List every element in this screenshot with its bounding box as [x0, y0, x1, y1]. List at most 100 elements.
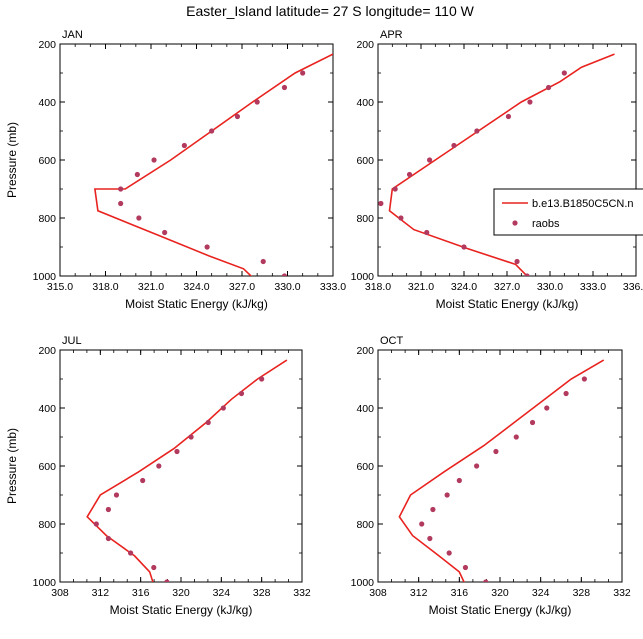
- x-tick-label: 327.0: [229, 281, 255, 293]
- x-tick-label: 316: [451, 587, 469, 599]
- x-tick-label: 332: [293, 587, 311, 599]
- obs-point: [545, 84, 552, 91]
- x-tick-label: 308: [369, 587, 387, 599]
- y-tick-label: 800: [356, 519, 374, 531]
- y-axis-label: Pressure (mb): [5, 428, 19, 504]
- obs-point: [260, 258, 266, 265]
- figure-title: Easter_Island latitude= 27 S longitude= …: [186, 3, 474, 19]
- obs-point: [524, 273, 530, 276]
- obs-point: [493, 448, 499, 455]
- obs-point: [529, 419, 536, 426]
- panel-apr: APR 318.0 321.0 324.0 327.0 330.0 333.0 336.0 20…: [351, 29, 643, 311]
- obs-point: [181, 142, 187, 149]
- panel-title: OCT: [380, 335, 404, 347]
- obs-point: [563, 390, 569, 397]
- obs-point: [513, 434, 519, 440]
- obs-point: [134, 171, 140, 178]
- plot-frame: [59, 349, 303, 583]
- obs-point: [205, 419, 211, 426]
- x-tick-label: 321.0: [408, 281, 434, 293]
- obs-point: [204, 244, 210, 250]
- obs-point: [419, 521, 425, 527]
- data-layer: [93, 53, 333, 276]
- obs-point: [392, 186, 398, 192]
- x-axis-label: Moist Static Energy (kJ/kg): [110, 603, 253, 617]
- y-tick-label: 800: [38, 519, 56, 531]
- legend-obs-swatch: [512, 220, 518, 226]
- panel-title: APR: [380, 29, 403, 41]
- y-tick-label: 1000: [351, 271, 375, 283]
- obs-point: [259, 376, 265, 382]
- y-tick-label: 400: [38, 97, 56, 109]
- model-line: [86, 359, 288, 582]
- obs-point: [174, 448, 180, 455]
- x-tick-label: 330.0: [537, 281, 563, 293]
- x-tick-label: 321.0: [138, 281, 164, 293]
- plot-frame: [59, 43, 334, 277]
- x-tick-label: 312: [92, 587, 110, 599]
- legend-model-label: b.e13.B1850C5CN.n: [532, 198, 634, 210]
- plot-frame: [377, 43, 637, 277]
- obs-point: [544, 405, 550, 411]
- x-tick-label: 324: [532, 587, 550, 599]
- obs-point: [461, 244, 467, 250]
- obs-point: [234, 113, 241, 120]
- obs-point: [162, 229, 168, 236]
- obs-point: [220, 405, 226, 411]
- x-tick-label: 324.0: [451, 281, 477, 293]
- y-tick-label: 200: [356, 345, 374, 357]
- plot-frame: [377, 349, 623, 583]
- panels: JAN 315.0 318.0 321.0 324.0 327.0 330.0 333.0 20…: [5, 29, 643, 617]
- x-tick-label: 324.0: [183, 281, 209, 293]
- obs-point: [105, 535, 111, 542]
- x-tick-label: 320: [172, 587, 190, 599]
- y-tick-label: 1000: [33, 271, 57, 283]
- obs-point: [444, 492, 450, 498]
- y-tick-label: 400: [356, 97, 374, 109]
- y-tick-label: 400: [38, 403, 56, 415]
- x-tick-label: 316: [132, 587, 150, 599]
- obs-point: [105, 506, 111, 513]
- obs-point: [238, 390, 245, 397]
- obs-point: [300, 70, 306, 76]
- x-tick-label: 324: [213, 587, 231, 599]
- x-tick-label: 312: [410, 587, 428, 599]
- obs-point: [118, 186, 124, 192]
- y-tick-label: 1000: [33, 577, 57, 589]
- x-tick-label: 327.0: [494, 281, 520, 293]
- obs-point: [113, 492, 120, 498]
- model-line: [388, 53, 615, 276]
- panel-title: JUL: [62, 335, 82, 347]
- y-tick-label: 200: [356, 39, 374, 51]
- data-layer: [398, 359, 605, 582]
- obs-point: [281, 273, 288, 276]
- obs-point: [164, 579, 170, 582]
- x-tick-label: 332: [613, 587, 631, 599]
- x-axis-label: Moist Static Energy (kJ/kg): [436, 297, 579, 311]
- obs-point: [118, 200, 124, 207]
- y-tick-label: 200: [38, 39, 56, 51]
- legend-obs-label: raobs: [532, 218, 560, 230]
- obs-point: [430, 506, 436, 513]
- obs-point: [561, 70, 567, 76]
- obs-point: [514, 258, 520, 265]
- x-tick-label: 328: [573, 587, 591, 599]
- y-tick-label: 400: [356, 403, 374, 415]
- x-tick-label: 328: [253, 587, 271, 599]
- obs-point: [209, 128, 215, 134]
- obs-point: [462, 564, 469, 571]
- y-tick-label: 600: [356, 461, 374, 473]
- x-tick-label: 330.0: [274, 281, 300, 293]
- obs-point: [474, 463, 480, 469]
- model-line: [398, 359, 605, 582]
- obs-point: [406, 171, 413, 178]
- obs-point: [136, 215, 142, 221]
- obs-point: [127, 550, 134, 556]
- obs-point: [581, 376, 587, 382]
- x-tick-label: 318.0: [92, 281, 118, 293]
- obs-point: [254, 99, 260, 105]
- panel-jan: JAN 315.0 318.0 321.0 324.0 327.0 330.0 333.0 20…: [5, 29, 346, 311]
- x-tick-label: 336.0: [623, 281, 643, 293]
- y-tick-label: 600: [38, 155, 56, 167]
